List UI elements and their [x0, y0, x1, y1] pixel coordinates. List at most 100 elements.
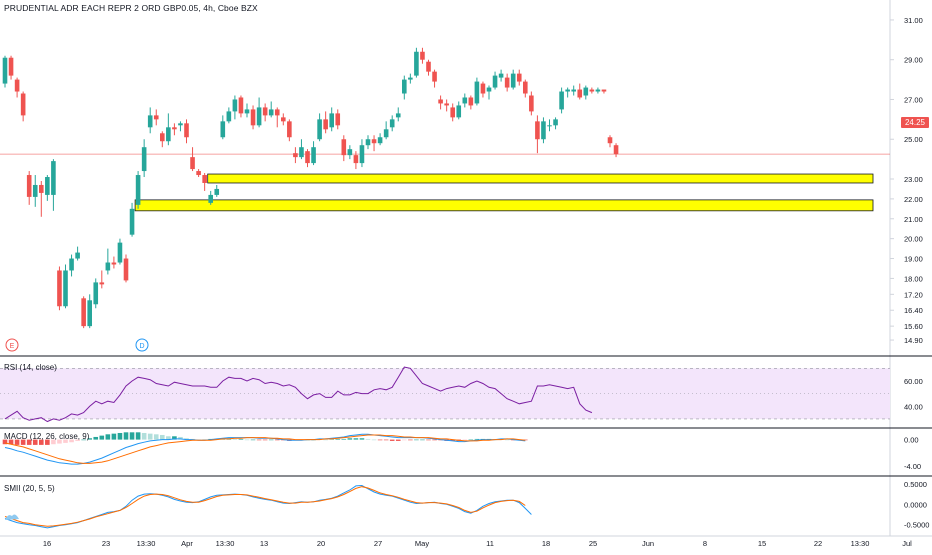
- macd-histogram-bar: [45, 439, 50, 445]
- candle-body: [335, 113, 341, 126]
- candle-body: [178, 123, 183, 126]
- candle-body: [160, 133, 165, 142]
- candle-body: [529, 95, 534, 112]
- candle-body: [293, 153, 298, 158]
- event-marker-label: E: [10, 343, 15, 350]
- macd-histogram-bar: [432, 439, 437, 441]
- macd-histogram-bar: [238, 438, 244, 440]
- candle-body: [408, 77, 413, 80]
- price-tick-label: 22.00: [904, 195, 923, 204]
- candle-body: [256, 107, 262, 126]
- candle-body: [613, 145, 619, 155]
- macd-histogram-bar: [184, 438, 189, 440]
- candle-body: [498, 73, 504, 78]
- time-tick-label: 16: [43, 539, 51, 548]
- rsi-tick-label: 60.00: [904, 377, 923, 386]
- price-tick-label: 31.00: [904, 16, 923, 25]
- tradingview-logo: [5, 514, 19, 520]
- event-marker-dividend: [135, 338, 149, 352]
- macd-histogram-bar: [389, 439, 395, 441]
- macd-histogram-bar: [462, 439, 468, 441]
- smii-signal-line: [4, 486, 526, 527]
- candle-body: [456, 105, 462, 118]
- time-tick-label: 22: [814, 539, 822, 548]
- macd-histogram-bar: [69, 439, 74, 443]
- macd-tick-label: 0.00: [904, 436, 919, 445]
- candle-body: [474, 81, 480, 104]
- candle-body: [468, 97, 474, 106]
- macd-histogram-bar: [20, 439, 26, 445]
- candle-body: [341, 139, 347, 156]
- macd-histogram-bar: [93, 436, 99, 440]
- candle-body: [535, 121, 540, 140]
- macd-histogram-bar: [153, 434, 159, 440]
- candle-body: [353, 155, 359, 164]
- macd-histogram-bar: [468, 439, 474, 441]
- macd-histogram-bar: [75, 439, 80, 441]
- candle-body: [184, 123, 189, 138]
- support-zone: [207, 173, 874, 184]
- time-tick-label: Apr: [181, 539, 193, 548]
- smii-tick-label: -0.5000: [904, 521, 929, 530]
- candle-body: [135, 175, 141, 205]
- candle-body: [166, 127, 171, 142]
- macd-histogram-bar: [123, 432, 129, 440]
- candle-body: [93, 282, 99, 305]
- candle-body: [8, 57, 14, 76]
- candle-body: [486, 87, 492, 92]
- macd-histogram-bar: [141, 432, 147, 440]
- candle-body: [208, 194, 213, 203]
- candle-body: [347, 149, 353, 156]
- candle-body: [371, 139, 377, 144]
- macd-histogram-bar: [408, 439, 413, 441]
- macd-signal-line: [4, 434, 526, 464]
- time-tick-label: 13:30: [216, 539, 235, 548]
- candle-body: [39, 184, 44, 193]
- candle-body: [250, 109, 256, 126]
- candle-body: [69, 258, 74, 271]
- event-marker-label: D: [139, 343, 144, 350]
- candle-body: [281, 117, 286, 122]
- time-tick-label: 15: [758, 539, 766, 548]
- candle-body: [45, 177, 50, 195]
- candle-body: [565, 89, 570, 92]
- macd-line: [4, 433, 526, 465]
- candle-body: [589, 89, 595, 92]
- candle-body: [117, 242, 123, 263]
- candle-body: [87, 300, 92, 327]
- last-price-badge: 24.25: [900, 117, 929, 128]
- candle-body: [523, 81, 528, 94]
- macd-histogram-bar: [347, 438, 353, 440]
- macd-histogram-bar: [365, 438, 371, 440]
- candle-body: [190, 157, 195, 170]
- macd-histogram-bar: [178, 436, 183, 440]
- macd-histogram-bar: [323, 439, 328, 441]
- macd-tick-label: -4.00: [904, 462, 921, 471]
- candle-body: [262, 107, 268, 116]
- candle-body: [450, 107, 455, 118]
- macd-histogram-bar: [172, 436, 177, 440]
- candle-body: [510, 73, 516, 88]
- price-tick-label: 14.90: [904, 336, 923, 345]
- candle-body: [311, 147, 316, 164]
- price-tick-label: 27.00: [904, 95, 923, 104]
- candle-body: [153, 115, 159, 120]
- macd-histogram-bar: [63, 439, 68, 443]
- candle-body: [389, 119, 395, 128]
- candle-body: [238, 97, 244, 114]
- candle-body: [232, 99, 238, 112]
- candle-body: [383, 129, 389, 138]
- macd-histogram-bar: [353, 438, 359, 440]
- macd-histogram-bar: [256, 439, 262, 441]
- candle-body: [287, 121, 292, 138]
- rsi-line: [4, 366, 593, 423]
- time-tick-label: May: [415, 539, 429, 548]
- candle-body: [329, 113, 334, 128]
- candle-body: [438, 99, 443, 104]
- macd-histogram-bar: [117, 432, 123, 440]
- time-tick-label: Jun: [642, 539, 654, 548]
- macd-histogram-bar: [135, 432, 141, 440]
- candle-body: [432, 71, 437, 82]
- macd-histogram-bar: [371, 439, 377, 441]
